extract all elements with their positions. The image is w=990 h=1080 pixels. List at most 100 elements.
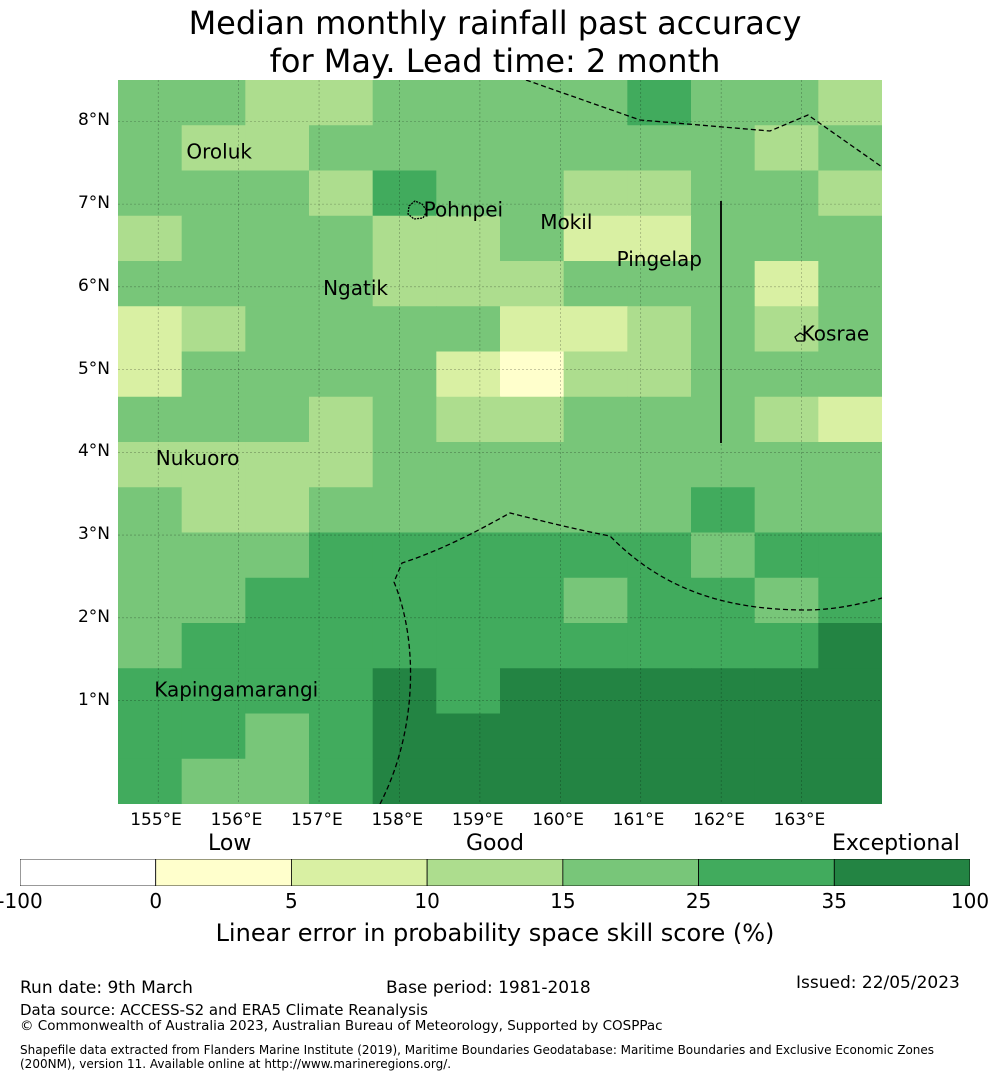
- colorbar-tick-label: -100: [0, 889, 43, 913]
- grid-cell: [818, 623, 882, 669]
- grid-cell: [563, 442, 628, 488]
- category-exceptional: Exceptional: [832, 831, 960, 856]
- grid-cell: [372, 487, 437, 534]
- grid-cell: [818, 261, 882, 307]
- grid-cell: [500, 487, 565, 534]
- colorbar-segment: [562, 859, 699, 886]
- place-label: Kosrae: [802, 322, 870, 346]
- colorbar: [20, 859, 970, 886]
- latitude-label: 7°N: [77, 193, 110, 214]
- grid-cell: [118, 442, 183, 488]
- latitude-label: 6°N: [77, 275, 110, 296]
- place-label: Pingelap: [617, 247, 702, 271]
- grid-cell: [500, 623, 565, 669]
- category-low: Low: [208, 831, 252, 856]
- colorbar-segment: [698, 859, 835, 886]
- grid-cell: [754, 170, 819, 217]
- grid-cell: [436, 668, 501, 715]
- grid-cell: [181, 351, 246, 398]
- grid-cell: [118, 758, 183, 804]
- grid-cell: [309, 261, 374, 307]
- grid-cell: [245, 713, 310, 760]
- grid-cell: [181, 713, 246, 760]
- grid-cell: [818, 532, 882, 579]
- grid-cell: [309, 396, 374, 443]
- grid-cell: [627, 487, 692, 534]
- grid-cell: [627, 396, 692, 443]
- run-date: Run date: 9th March: [20, 978, 193, 998]
- grid-cell: [372, 713, 437, 760]
- grid-cell: [627, 125, 692, 172]
- grid-cell: [436, 306, 501, 353]
- longitude-label: 163°E: [773, 810, 826, 830]
- issued-date: Issued: 22/05/2023: [796, 973, 960, 993]
- grid-cell: [818, 668, 882, 715]
- grid-cell: [309, 577, 374, 624]
- latitude-label: 8°N: [77, 110, 110, 131]
- base-period: Base period: 1981-2018: [386, 978, 591, 998]
- grid-cell: [500, 442, 565, 488]
- grid-cell: [500, 668, 565, 715]
- colorbar-tick-label: 15: [550, 889, 576, 913]
- grid-cell: [754, 442, 819, 488]
- grid-cell: [754, 623, 819, 669]
- grid-cell: [563, 758, 628, 804]
- grid-cell: [818, 758, 882, 804]
- grid-cell: [691, 487, 756, 534]
- grid-cell: [691, 306, 756, 353]
- grid-cell: [818, 442, 882, 488]
- grid-cell: [372, 170, 437, 217]
- place-label: Ngatik: [323, 276, 388, 300]
- grid-cell: [754, 261, 819, 307]
- grid-cell: [245, 668, 310, 715]
- grid-cell: [181, 396, 246, 443]
- grid-cell: [500, 306, 565, 353]
- grid-cell: [754, 487, 819, 534]
- grid-cell: [754, 306, 819, 353]
- colorbar-segment: [833, 859, 970, 886]
- grid-cell: [309, 170, 374, 217]
- grid-cell: [309, 623, 374, 669]
- grid-cell: [372, 351, 437, 398]
- grid-cell: [563, 125, 628, 172]
- grid-cell: [118, 668, 183, 715]
- grid-cell: [627, 713, 692, 760]
- grid-cell: [309, 351, 374, 398]
- grid-cell: [309, 758, 374, 804]
- place-label: Kapingamarangi: [154, 677, 318, 701]
- colorbar-segment: [155, 859, 292, 886]
- longitude-label: 161°E: [612, 810, 665, 830]
- island-outlines: [407, 200, 806, 342]
- grid-cell: [754, 351, 819, 398]
- grid-cell: [563, 487, 628, 534]
- grid-cell: [818, 713, 882, 760]
- grid-cell: [563, 170, 628, 217]
- grid-cell: [500, 351, 565, 398]
- grid-cell: [118, 623, 183, 669]
- grid-cell: [118, 261, 183, 307]
- latitude-label: 5°N: [77, 358, 110, 379]
- grid-cell: [691, 80, 756, 126]
- grid-cell: [627, 442, 692, 488]
- place-labels: Oroluk Pohnpei Mokil Pingelap Ngatik Kosrae Nu…: [154, 140, 869, 702]
- place-label: Oroluk: [186, 140, 252, 164]
- grid-cell: [818, 396, 882, 443]
- grid-cell: [627, 261, 692, 307]
- grid-cell: [181, 532, 246, 579]
- grid-cell: [118, 487, 183, 534]
- grid-cell: [500, 261, 565, 307]
- colorbar-segment: [426, 859, 564, 886]
- grid-cell: [181, 215, 246, 262]
- grid-cell: [309, 306, 374, 353]
- grid-cell: [627, 668, 692, 715]
- grid-cell: [436, 758, 501, 804]
- grid-cell: [245, 125, 310, 172]
- grid-cell: [754, 125, 819, 172]
- grid-cell: [563, 261, 628, 307]
- colorbar-segment: [291, 859, 428, 886]
- grid-cell: [754, 758, 819, 804]
- grid-cell: [500, 577, 565, 624]
- grid-cell: [309, 532, 374, 579]
- grid-cell: [309, 80, 374, 126]
- grid-cell: [436, 532, 501, 579]
